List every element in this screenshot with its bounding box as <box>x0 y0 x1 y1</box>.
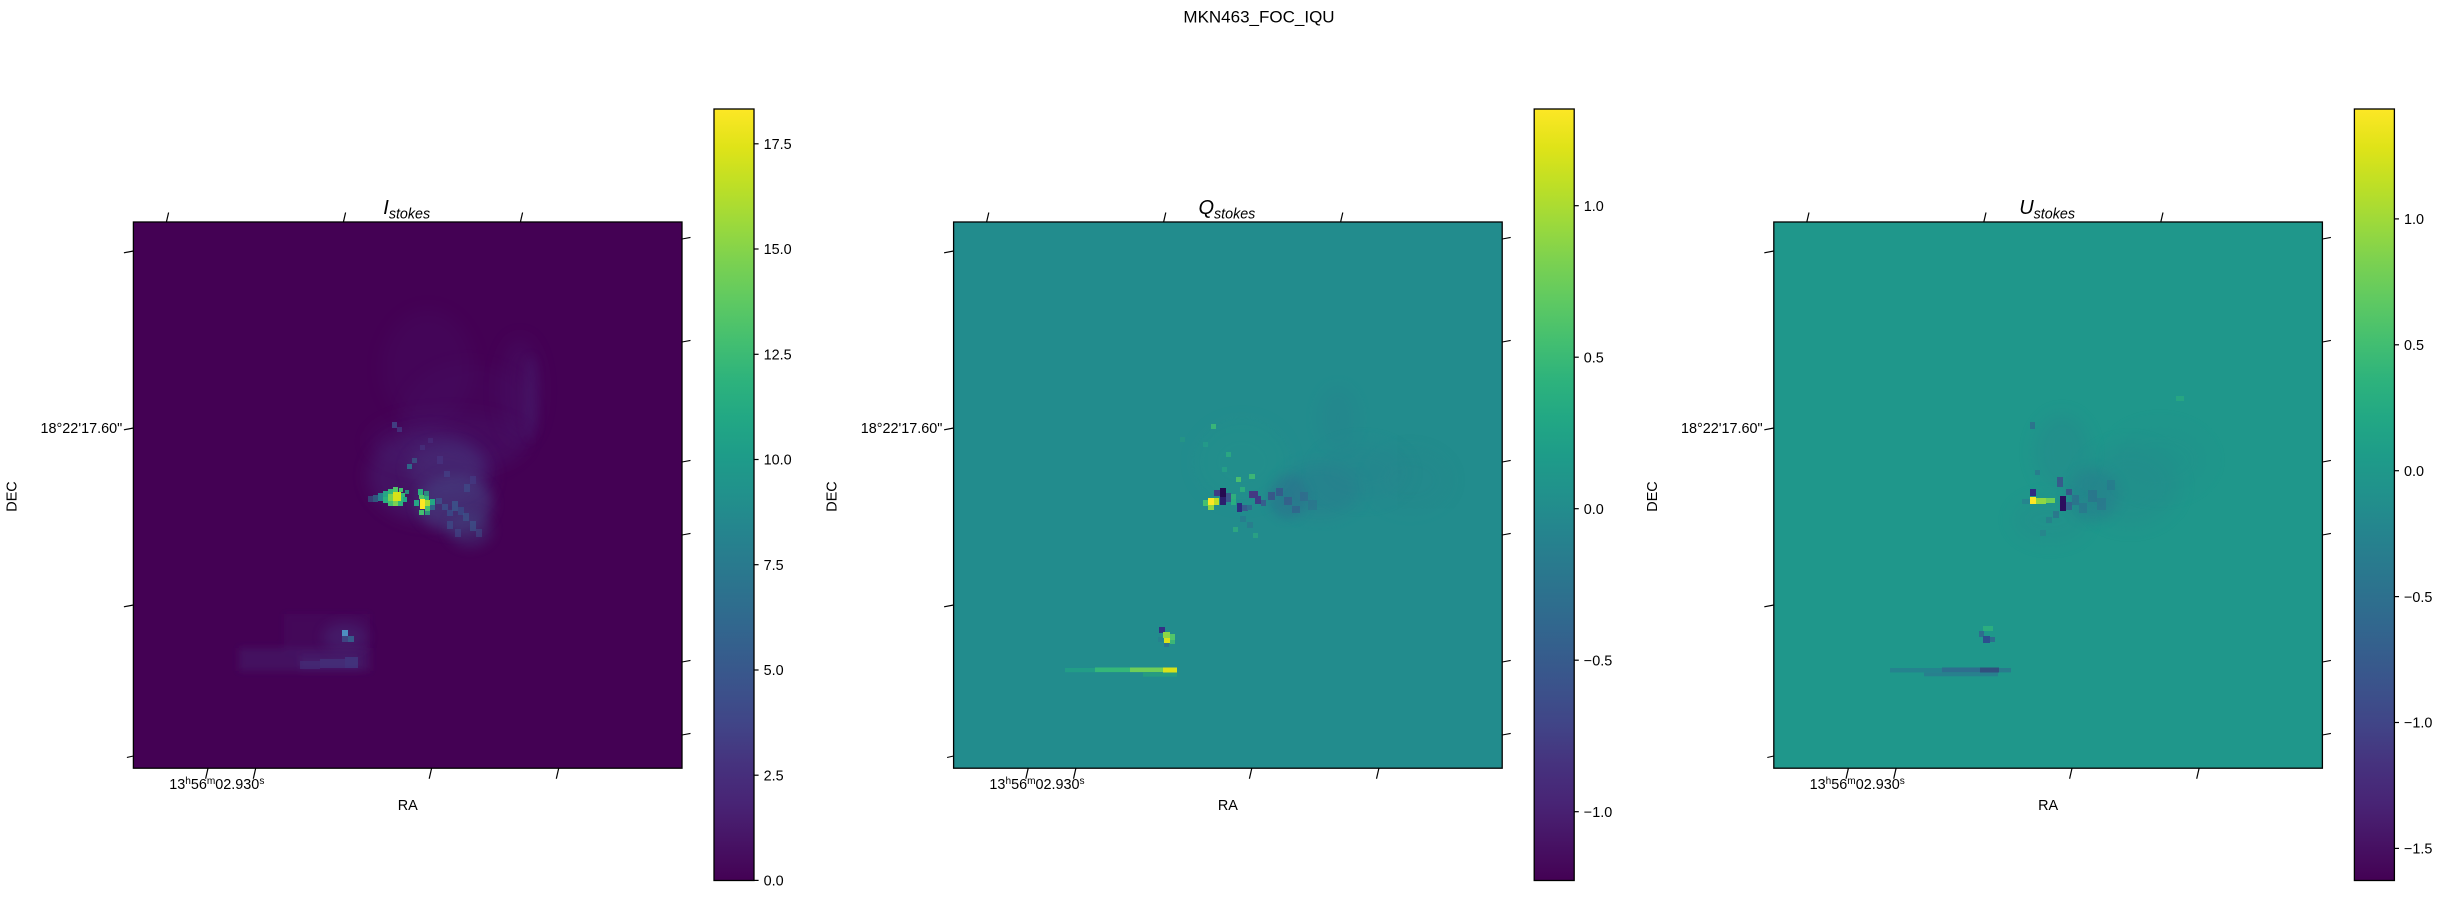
svg-text:MKN463_FOC_IQU: MKN463_FOC_IQU <box>1183 8 1334 27</box>
svg-text:13h56m02.930s: 13h56m02.930s <box>989 776 1084 793</box>
svg-text:17.5: 17.5 <box>764 137 792 153</box>
svg-text:−1.0: −1.0 <box>2404 716 2432 732</box>
svg-text:5.0: 5.0 <box>764 663 784 679</box>
svg-text:DEC: DEC <box>1645 481 1661 511</box>
svg-text:18°22'17.60": 18°22'17.60" <box>41 421 123 437</box>
svg-text:1.0: 1.0 <box>1584 199 1604 215</box>
svg-text:RA: RA <box>2038 798 2058 814</box>
svg-text:0.0: 0.0 <box>2404 464 2424 480</box>
svg-text:−1.0: −1.0 <box>1584 805 1612 821</box>
svg-text:−1.5: −1.5 <box>2404 842 2432 858</box>
svg-text:DEC: DEC <box>825 481 841 511</box>
svg-text:0.0: 0.0 <box>1584 502 1604 518</box>
svg-text:−0.5: −0.5 <box>2404 590 2432 606</box>
svg-text:18°22'17.60": 18°22'17.60" <box>1681 421 1763 437</box>
svg-text:0.5: 0.5 <box>1584 350 1604 366</box>
svg-text:0.5: 0.5 <box>2404 338 2424 354</box>
svg-text:15.0: 15.0 <box>764 242 792 258</box>
svg-text:−0.5: −0.5 <box>1584 653 1612 669</box>
svg-text:7.5: 7.5 <box>764 558 784 574</box>
svg-text:10.0: 10.0 <box>764 453 792 469</box>
svg-text:RA: RA <box>1218 798 1238 814</box>
svg-text:13h56m02.930s: 13h56m02.930s <box>169 776 264 793</box>
svg-text:2.5: 2.5 <box>764 768 784 784</box>
svg-text:0.0: 0.0 <box>764 874 784 890</box>
svg-text:18°22'17.60": 18°22'17.60" <box>861 421 943 437</box>
svg-text:RA: RA <box>398 798 418 814</box>
svg-text:13h56m02.930s: 13h56m02.930s <box>1810 776 1905 793</box>
svg-text:1.0: 1.0 <box>2404 212 2424 228</box>
svg-text:12.5: 12.5 <box>764 348 792 364</box>
svg-text:DEC: DEC <box>4 481 20 511</box>
